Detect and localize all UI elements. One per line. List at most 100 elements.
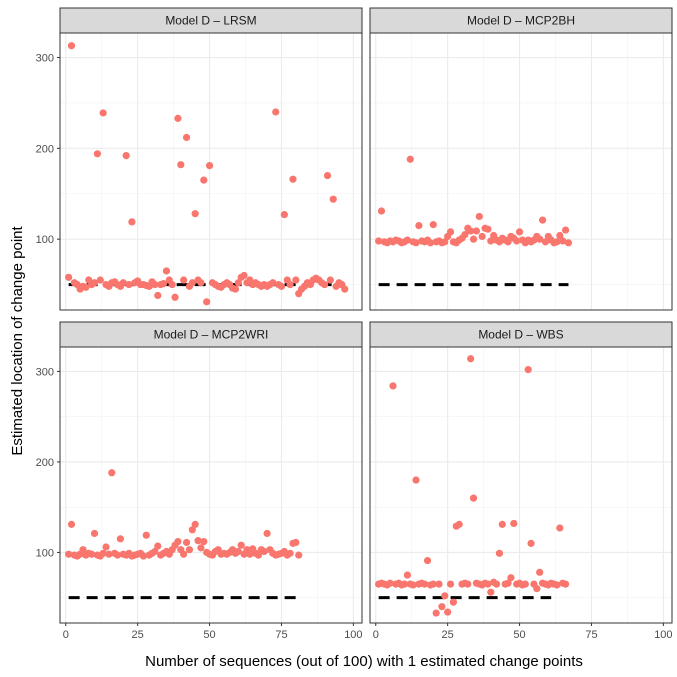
x-axis-title: Number of sequences (out of 100) with 1 … <box>145 653 583 670</box>
facet-strip-label: Model D – MCP2WRI <box>154 328 269 342</box>
data-point <box>513 237 521 245</box>
data-point <box>426 239 434 247</box>
data-point <box>292 276 300 284</box>
data-point <box>524 366 532 374</box>
data-point <box>484 225 492 233</box>
data-point <box>464 580 472 588</box>
data-point <box>197 279 205 287</box>
data-point <box>403 236 411 244</box>
x-tick-label: 0 <box>373 629 379 641</box>
x-tick-label: 100 <box>344 629 362 641</box>
data-point <box>487 237 495 245</box>
data-point <box>154 542 162 550</box>
data-point <box>188 526 196 534</box>
data-point <box>435 580 443 588</box>
facet-strip <box>369 321 673 348</box>
data-point <box>205 161 214 170</box>
data-point <box>246 550 254 558</box>
data-point <box>197 544 205 552</box>
data-point <box>467 227 475 235</box>
facet-panel: Model D – MCP2BH <box>369 7 673 311</box>
data-point <box>527 539 535 547</box>
data-point <box>484 580 492 588</box>
y-tick-label: 200 <box>36 457 54 469</box>
data-point <box>177 161 185 169</box>
data-point <box>446 580 455 588</box>
data-point <box>200 176 208 184</box>
data-point <box>429 580 437 588</box>
data-point <box>240 271 248 280</box>
data-point <box>441 592 449 600</box>
data-point <box>159 280 168 288</box>
data-point <box>234 279 242 287</box>
data-point <box>260 547 268 556</box>
data-point <box>65 550 73 558</box>
data-point <box>295 551 303 559</box>
data-point <box>492 580 501 588</box>
data-point <box>564 239 573 247</box>
data-point <box>377 207 386 215</box>
data-point <box>203 298 211 306</box>
data-point <box>82 283 90 291</box>
facet-strip <box>369 7 673 34</box>
y-tick-label: 100 <box>36 547 54 559</box>
data-point <box>286 549 294 557</box>
facet-panel: Model D – WBS 0 25 50 75 100 <box>369 321 673 641</box>
data-point <box>154 291 162 300</box>
data-point <box>449 598 458 606</box>
data-point <box>329 195 337 203</box>
data-point <box>386 579 394 587</box>
facet-strip <box>59 7 363 34</box>
panel-background <box>370 33 672 310</box>
data-point <box>90 529 99 538</box>
data-point <box>429 221 437 229</box>
y-tick-label: 300 <box>36 53 54 65</box>
x-tick-label: 25 <box>132 629 144 641</box>
data-point <box>487 588 495 596</box>
data-point <box>541 238 550 246</box>
x-tick-label: 50 <box>513 629 525 641</box>
data-point <box>446 228 455 236</box>
data-point <box>254 551 263 559</box>
data-point <box>96 276 104 284</box>
data-point <box>469 235 478 243</box>
data-point <box>556 231 564 240</box>
data-point <box>119 279 127 287</box>
data-point <box>409 581 417 589</box>
data-point <box>423 556 432 565</box>
data-point <box>113 551 122 559</box>
panel-border <box>59 32 363 311</box>
data-point <box>185 546 194 554</box>
data-point <box>461 231 469 239</box>
data-point <box>168 280 176 289</box>
data-point <box>142 531 150 539</box>
y-tick-label: 300 <box>36 366 54 378</box>
data-point <box>88 550 96 558</box>
data-point <box>441 238 449 246</box>
facet-strip-label: Model D – LRSM <box>165 14 256 28</box>
data-point <box>182 538 191 547</box>
data-point <box>151 280 159 289</box>
data-point <box>421 580 429 588</box>
facet-panel: Model D – MCP2WRI 100 200 300 0 25 50 75 100 <box>36 321 363 641</box>
data-point <box>472 227 481 235</box>
data-point <box>280 211 288 219</box>
facet-panel: Model D – LRSM 100 200 300 <box>36 7 363 311</box>
data-point <box>375 237 383 245</box>
data-point <box>263 529 271 538</box>
data-point <box>93 150 101 158</box>
panel-background <box>370 347 672 623</box>
data-point <box>116 535 124 543</box>
data-point <box>139 552 148 560</box>
data-point <box>389 382 397 390</box>
data-point <box>67 42 76 50</box>
data-point <box>515 228 524 236</box>
x-tick-label: 75 <box>275 629 287 641</box>
x-tick-label: 100 <box>654 629 672 641</box>
data-point <box>162 267 171 275</box>
data-point <box>455 520 463 528</box>
x-tick-label: 75 <box>585 629 597 641</box>
panel-background <box>60 347 362 623</box>
y-tick-label: 100 <box>36 234 54 246</box>
data-point <box>128 218 136 226</box>
